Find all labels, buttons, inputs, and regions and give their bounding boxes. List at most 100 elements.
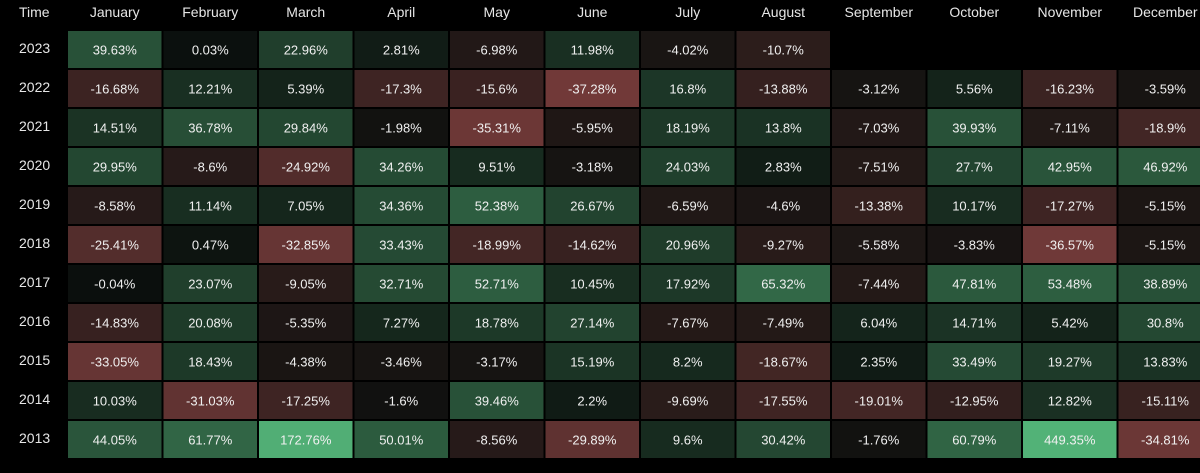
cell-fill	[545, 109, 639, 146]
cell-fill	[641, 187, 735, 224]
cell-value-label: 0.47%	[192, 238, 229, 253]
heatmap-cell-2014-january: 10.03%	[68, 382, 162, 419]
cell-fill	[450, 70, 544, 107]
heatmap-cell-2019-january: -8.58%	[68, 187, 162, 224]
heatmap-cell-2017-august: 65.32%	[736, 265, 830, 302]
cell-value-label: -3.17%	[476, 355, 518, 370]
cell-value-label: -16.68%	[91, 82, 140, 97]
cell-value-label: 44.05%	[93, 433, 138, 448]
heatmap-cell-2014-june: 2.2%	[545, 382, 639, 419]
cell-fill	[163, 382, 257, 419]
heatmap-cell-2022-april: -17.3%	[354, 70, 448, 107]
cell-value-label: 11.14%	[189, 199, 233, 214]
cell-value-label: 5.56%	[956, 82, 993, 97]
heatmap-cell-2016-december: 30.8%	[1118, 304, 1200, 341]
column-header-december: December	[1133, 4, 1198, 20]
cell-fill	[736, 70, 830, 107]
corner-label: Time	[19, 4, 50, 20]
cell-value-label: -9.27%	[763, 238, 805, 253]
cell-value-label: -5.58%	[858, 238, 900, 253]
cell-value-label: -18.9%	[1145, 121, 1187, 136]
heatmap-cell-2013-july: 9.6%	[641, 421, 735, 458]
heatmap-cell-2023-august: -10.7%	[736, 31, 830, 68]
cell-value-label: -15.11%	[1142, 394, 1190, 409]
heatmap-cell-2014-november: 12.82%	[1023, 382, 1117, 419]
cell-value-label: -1.6%	[384, 394, 418, 409]
heatmap-cell-2021-november: -7.11%	[1023, 109, 1117, 146]
heatmap-cell-2015-march: -4.38%	[259, 343, 353, 380]
cell-value-label: -17.55%	[759, 394, 808, 409]
heatmap-cell-2017-june: 10.45%	[545, 265, 639, 302]
cell-fill	[259, 31, 353, 68]
cell-value-label: -7.03%	[858, 121, 900, 136]
heatmap-cell-2016-may: 18.78%	[450, 304, 544, 341]
cell-value-label: 27.14%	[570, 316, 615, 331]
cell-fill	[927, 109, 1021, 146]
heatmap-cell-2015-april: -3.46%	[354, 343, 448, 380]
column-header-august: August	[761, 4, 805, 20]
heatmap-cell-2019-march: 7.05%	[259, 187, 353, 224]
cell-fill	[545, 265, 639, 302]
cell-fill	[736, 31, 830, 68]
cell-value-label: -10.7%	[763, 43, 805, 58]
cell-fill	[450, 109, 544, 146]
cell-fill	[1118, 226, 1200, 263]
heatmap-cell-2022-september: -3.12%	[832, 70, 926, 107]
cell-fill	[259, 109, 353, 146]
heatmap-cell-2014-august: -17.55%	[736, 382, 830, 419]
cell-value-label: 42.95%	[1048, 160, 1093, 175]
cell-fill	[450, 421, 544, 458]
cell-fill	[259, 70, 353, 107]
cell-fill	[1023, 421, 1117, 458]
heatmap-cell-2020-august: 2.83%	[736, 148, 830, 185]
heatmap-cell-2013-february: 61.77%	[163, 421, 257, 458]
cell-fill	[927, 265, 1021, 302]
cell-fill	[927, 70, 1021, 107]
cell-value-label: 13.83%	[1143, 355, 1188, 370]
cell-value-label: -37.28%	[568, 82, 617, 97]
column-header-february: February	[182, 4, 238, 20]
heatmap-cell-2017-september: -7.44%	[832, 265, 926, 302]
cell-fill	[450, 31, 544, 68]
cell-value-label: 7.05%	[287, 199, 324, 214]
heatmap-cell-2019-december: -5.15%	[1118, 187, 1200, 224]
cell-value-label: -7.49%	[763, 316, 805, 331]
heatmap-cell-2013-january: 44.05%	[68, 421, 162, 458]
cell-value-label: 36.78%	[188, 121, 233, 136]
heatmap-cell-2015-july: 8.2%	[641, 343, 735, 380]
heatmap-cell-2016-january: -14.83%	[68, 304, 162, 341]
cell-value-label: 2.35%	[860, 355, 897, 370]
heatmap-cell-2014-april: -1.6%	[354, 382, 448, 419]
cell-fill	[163, 31, 257, 68]
cell-value-label: 20.08%	[188, 316, 233, 331]
heatmap-cell-2021-march: 29.84%	[259, 109, 353, 146]
cell-value-label: -33.05%	[91, 355, 140, 370]
cell-fill	[927, 226, 1021, 263]
cell-fill	[641, 148, 735, 185]
cell-fill	[354, 382, 448, 419]
cell-fill	[927, 421, 1021, 458]
cell-value-label: 52.71%	[475, 277, 520, 292]
cell-value-label: 14.51%	[93, 121, 138, 136]
cell-fill	[259, 304, 353, 341]
cell-value-label: 10.17%	[952, 199, 997, 214]
heatmap-cell-2020-november: 42.95%	[1023, 148, 1117, 185]
cell-value-label: -5.15%	[1145, 238, 1187, 253]
cell-fill	[68, 304, 162, 341]
heatmap-cell-2017-may: 52.71%	[450, 265, 544, 302]
heatmap-cell-2021-july: 18.19%	[641, 109, 735, 146]
cell-value-label: -14.83%	[91, 316, 140, 331]
column-header-june: June	[577, 4, 608, 20]
heatmap-cell-2017-october: 47.81%	[927, 265, 1021, 302]
heatmap-cell-2019-october: 10.17%	[927, 187, 1021, 224]
cell-fill	[68, 226, 162, 263]
heatmap-cell-2019-may: 52.38%	[450, 187, 544, 224]
cell-fill	[545, 421, 639, 458]
column-header-october: October	[949, 4, 999, 20]
cell-fill	[832, 343, 926, 380]
cell-fill	[545, 70, 639, 107]
cell-fill	[1118, 265, 1200, 302]
cell-value-label: -9.05%	[285, 277, 327, 292]
row-headers: 2023 2022 2021 2020 2019 2018 2017 2016 2015 2014…	[19, 40, 50, 446]
cell-value-label: 29.95%	[93, 160, 138, 175]
